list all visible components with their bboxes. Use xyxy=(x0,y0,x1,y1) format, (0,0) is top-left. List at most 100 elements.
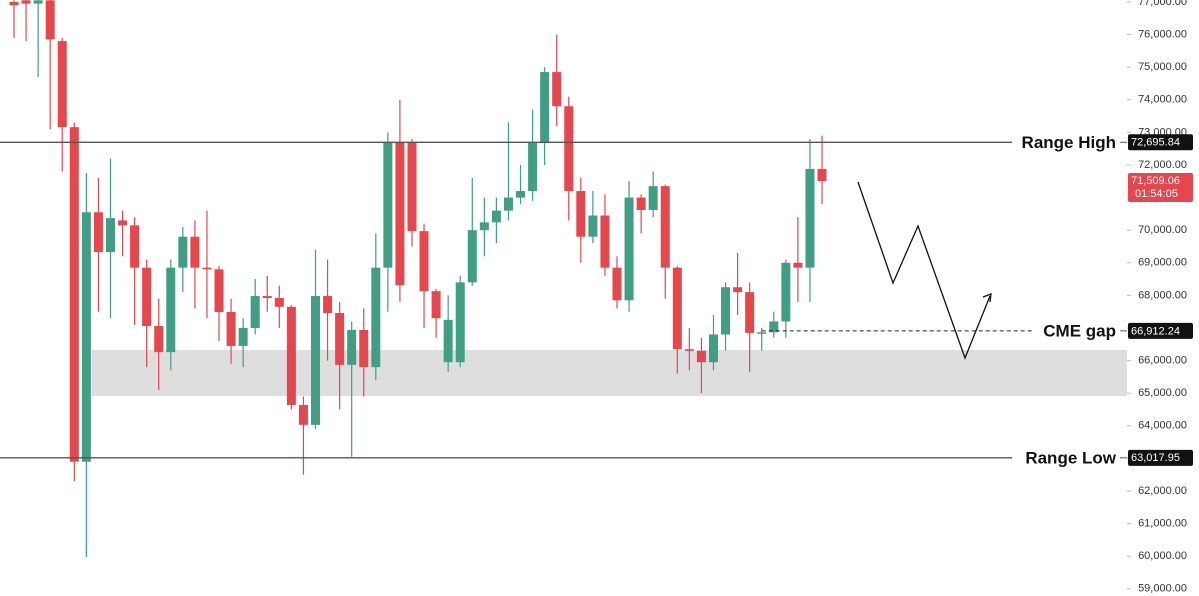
candle-body xyxy=(443,319,453,363)
candle-body xyxy=(769,321,779,333)
candle-body xyxy=(793,262,803,268)
candle-body xyxy=(250,296,260,328)
candle-body xyxy=(311,296,320,425)
candle-body xyxy=(660,186,670,268)
candle-body xyxy=(166,267,176,353)
candle-body xyxy=(154,326,164,353)
candle-body xyxy=(467,230,477,283)
candle-body xyxy=(69,127,79,462)
candle-body xyxy=(21,0,31,4)
candle-body xyxy=(503,197,513,211)
candle-body xyxy=(721,287,731,335)
candle-body xyxy=(57,41,67,128)
candle-body xyxy=(781,262,791,322)
y-tick-label: 60,000.00 xyxy=(1138,550,1187,562)
candle-body xyxy=(431,291,441,319)
candle-body xyxy=(552,72,562,107)
y-tick-label: 68,000.00 xyxy=(1138,289,1187,301)
candle-body xyxy=(202,267,212,270)
y-tick-label: 61,000.00 xyxy=(1138,518,1187,530)
candle-body xyxy=(226,312,236,346)
y-tick-label: 76,000.00 xyxy=(1138,28,1187,40)
candle-body xyxy=(93,212,103,253)
y-tick-label: 62,000.00 xyxy=(1138,485,1187,497)
candle-body xyxy=(298,404,308,425)
level-price-box xyxy=(1128,449,1193,466)
level-name: Range High xyxy=(1022,133,1116,152)
candle-body xyxy=(564,106,574,192)
arrow-head xyxy=(982,293,992,303)
candle-body xyxy=(745,292,755,333)
candle-body xyxy=(817,168,827,181)
candle-body xyxy=(347,329,357,365)
candle-body xyxy=(130,225,140,268)
candle-body xyxy=(407,142,417,232)
level-name: CME gap xyxy=(1043,321,1116,340)
candle-body xyxy=(612,267,622,301)
y-tick-label: 65,000.00 xyxy=(1138,387,1187,399)
y-tick-label: 77,000.00 xyxy=(1138,0,1187,8)
candle-body xyxy=(684,349,694,351)
candle-body xyxy=(262,296,272,298)
candle-body xyxy=(733,287,743,293)
y-tick-label: 74,000.00 xyxy=(1138,94,1187,106)
candle-body xyxy=(395,142,405,286)
candle-body xyxy=(286,306,296,405)
gap-zone xyxy=(92,350,1127,397)
candle-body xyxy=(636,197,646,210)
candle-body xyxy=(33,0,43,4)
candle-body xyxy=(479,222,489,231)
candle-body xyxy=(105,218,115,253)
candle-body xyxy=(323,296,333,313)
candle-body xyxy=(419,231,429,292)
y-tick-label: 75,000.00 xyxy=(1138,61,1187,73)
candle-body xyxy=(708,334,718,363)
candle-body xyxy=(45,0,55,40)
candle-body xyxy=(178,236,188,268)
candle-body xyxy=(576,191,586,237)
candle-body xyxy=(805,168,815,268)
candle-body xyxy=(528,142,538,192)
level-name: Range Low xyxy=(1025,448,1116,467)
y-tick-label: 70,000.00 xyxy=(1138,224,1187,236)
y-tick-label: 66,000.00 xyxy=(1138,355,1187,367)
candle-body xyxy=(383,142,393,268)
candle-body xyxy=(491,210,501,223)
candle-body xyxy=(540,72,550,143)
candle-body xyxy=(214,269,224,313)
y-tick-label: 69,000.00 xyxy=(1138,257,1187,269)
candle-body xyxy=(696,350,706,363)
candle-body xyxy=(600,215,610,268)
candle-body xyxy=(648,186,658,210)
candle-body xyxy=(757,332,767,334)
candle-body xyxy=(81,212,91,462)
candle-body xyxy=(371,267,381,368)
candle-body xyxy=(9,1,19,6)
candle-body xyxy=(142,267,152,327)
candle-body xyxy=(672,267,682,350)
y-tick-label: 72,000.00 xyxy=(1138,159,1187,171)
candle-body xyxy=(624,197,634,301)
y-tick-label: 59,000.00 xyxy=(1138,583,1187,595)
level-price: 72,695.84 xyxy=(1131,137,1180,149)
candle-body xyxy=(335,312,345,365)
level-price-box xyxy=(1128,134,1193,151)
y-tick-label: 64,000.00 xyxy=(1138,420,1187,432)
candle-body xyxy=(190,236,200,268)
candle-body xyxy=(516,191,526,198)
candle-body xyxy=(238,327,248,346)
candle-body xyxy=(274,298,284,307)
level-price: 66,912.24 xyxy=(1131,325,1180,337)
last-price-box xyxy=(1128,172,1193,202)
level-price: 63,017.95 xyxy=(1131,452,1180,464)
projection-arrow xyxy=(857,181,991,360)
countdown: 01:54:05 xyxy=(1135,188,1178,200)
candle-body xyxy=(118,220,128,226)
level-price-box xyxy=(1128,322,1193,339)
candle-body xyxy=(359,329,369,368)
last-price: 71,509.06 xyxy=(1131,175,1180,187)
candle-body xyxy=(455,282,465,363)
candle-body xyxy=(588,215,598,237)
